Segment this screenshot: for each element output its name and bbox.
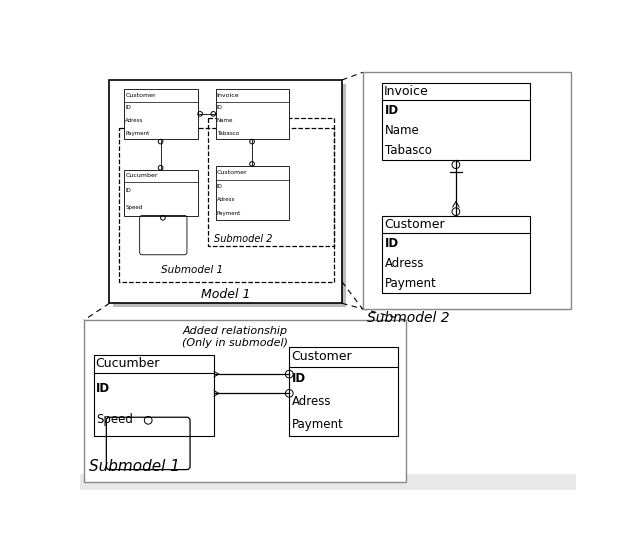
Bar <box>119 128 334 282</box>
Text: Name: Name <box>385 123 419 137</box>
Text: ID: ID <box>125 188 131 193</box>
Text: ID: ID <box>385 237 399 250</box>
Text: Invoice: Invoice <box>217 93 239 98</box>
Bar <box>216 89 289 139</box>
Bar <box>80 474 576 490</box>
Text: ID: ID <box>385 104 399 116</box>
Bar <box>124 170 198 217</box>
Text: Submodel 1: Submodel 1 <box>161 265 223 275</box>
Bar <box>208 118 334 246</box>
Bar <box>382 217 529 293</box>
Text: Name: Name <box>217 118 234 123</box>
Text: Customer: Customer <box>384 218 444 231</box>
Text: Adress: Adress <box>292 395 331 408</box>
Text: Payment: Payment <box>217 211 241 216</box>
Text: ID: ID <box>292 372 306 385</box>
Text: Adress: Adress <box>385 257 424 270</box>
Text: Payment: Payment <box>292 418 343 431</box>
Text: Customer: Customer <box>125 93 156 98</box>
Bar <box>84 320 406 482</box>
Bar <box>124 89 198 139</box>
Bar <box>109 80 342 303</box>
Text: ID: ID <box>96 382 111 395</box>
Text: Submodel 2: Submodel 2 <box>214 234 272 244</box>
Text: Speed: Speed <box>96 413 133 426</box>
Bar <box>216 166 289 220</box>
Text: ID: ID <box>217 184 223 189</box>
Text: Tabasco: Tabasco <box>217 131 239 136</box>
Text: Submodel 2: Submodel 2 <box>367 311 449 325</box>
Text: Customer: Customer <box>217 170 248 175</box>
Text: Cucumber: Cucumber <box>125 174 158 179</box>
Text: Submodel 1: Submodel 1 <box>90 459 180 474</box>
Text: Model 1: Model 1 <box>201 288 250 301</box>
Text: Adress: Adress <box>125 118 144 123</box>
Bar <box>363 72 571 310</box>
Text: Cucumber: Cucumber <box>95 357 160 370</box>
Text: Tabasco: Tabasco <box>385 144 431 156</box>
Text: ID: ID <box>125 105 131 111</box>
Text: Added relationship
(Only in submodel): Added relationship (Only in submodel) <box>182 326 288 348</box>
Bar <box>382 83 529 160</box>
Bar <box>94 355 214 436</box>
Text: ID: ID <box>217 105 223 111</box>
Text: Invoice: Invoice <box>384 85 429 98</box>
Text: Adress: Adress <box>217 197 235 202</box>
Text: Customer: Customer <box>291 350 351 364</box>
Text: Payment: Payment <box>125 131 150 136</box>
Text: Speed: Speed <box>125 205 143 210</box>
Text: Payment: Payment <box>385 277 436 290</box>
Bar <box>113 84 346 307</box>
Bar <box>289 347 397 436</box>
